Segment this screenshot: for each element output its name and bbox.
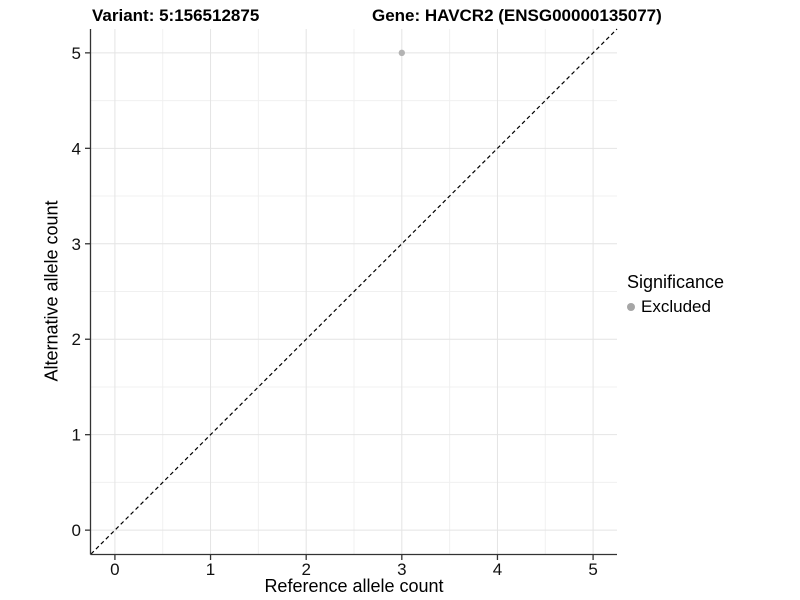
x-tick-label: 5: [588, 560, 597, 579]
x-tick-label: 2: [301, 560, 310, 579]
y-tick-label: 4: [72, 139, 81, 158]
legend-key-dot-icon: [627, 303, 635, 311]
y-tick-label: 5: [72, 44, 81, 63]
y-axis-label: Alternative allele count: [41, 200, 62, 382]
plot-title-gene: Gene: HAVCR2 (ENSG00000135077): [372, 6, 662, 25]
x-tick-label: 4: [493, 560, 502, 579]
legend-item-label: Excluded: [641, 297, 711, 316]
y-tick-label: 0: [72, 521, 81, 540]
y-tick-label: 3: [72, 235, 81, 254]
y-tick-label: 1: [72, 426, 81, 445]
legend-item-excluded: Excluded: [627, 297, 724, 317]
plot-title-variant: Variant: 5:156512875: [92, 6, 260, 25]
y-tick-label: 2: [72, 330, 81, 349]
legend: Significance Excluded: [627, 272, 724, 317]
x-tick-label: 3: [397, 560, 406, 579]
legend-title: Significance: [627, 272, 725, 292]
data-point-excluded: [398, 49, 406, 57]
x-axis-label: Reference allele count: [264, 576, 444, 596]
x-tick-label: 1: [206, 560, 215, 579]
identity-reference-line: [90, 28, 618, 555]
x-tick-label: 0: [110, 560, 119, 579]
